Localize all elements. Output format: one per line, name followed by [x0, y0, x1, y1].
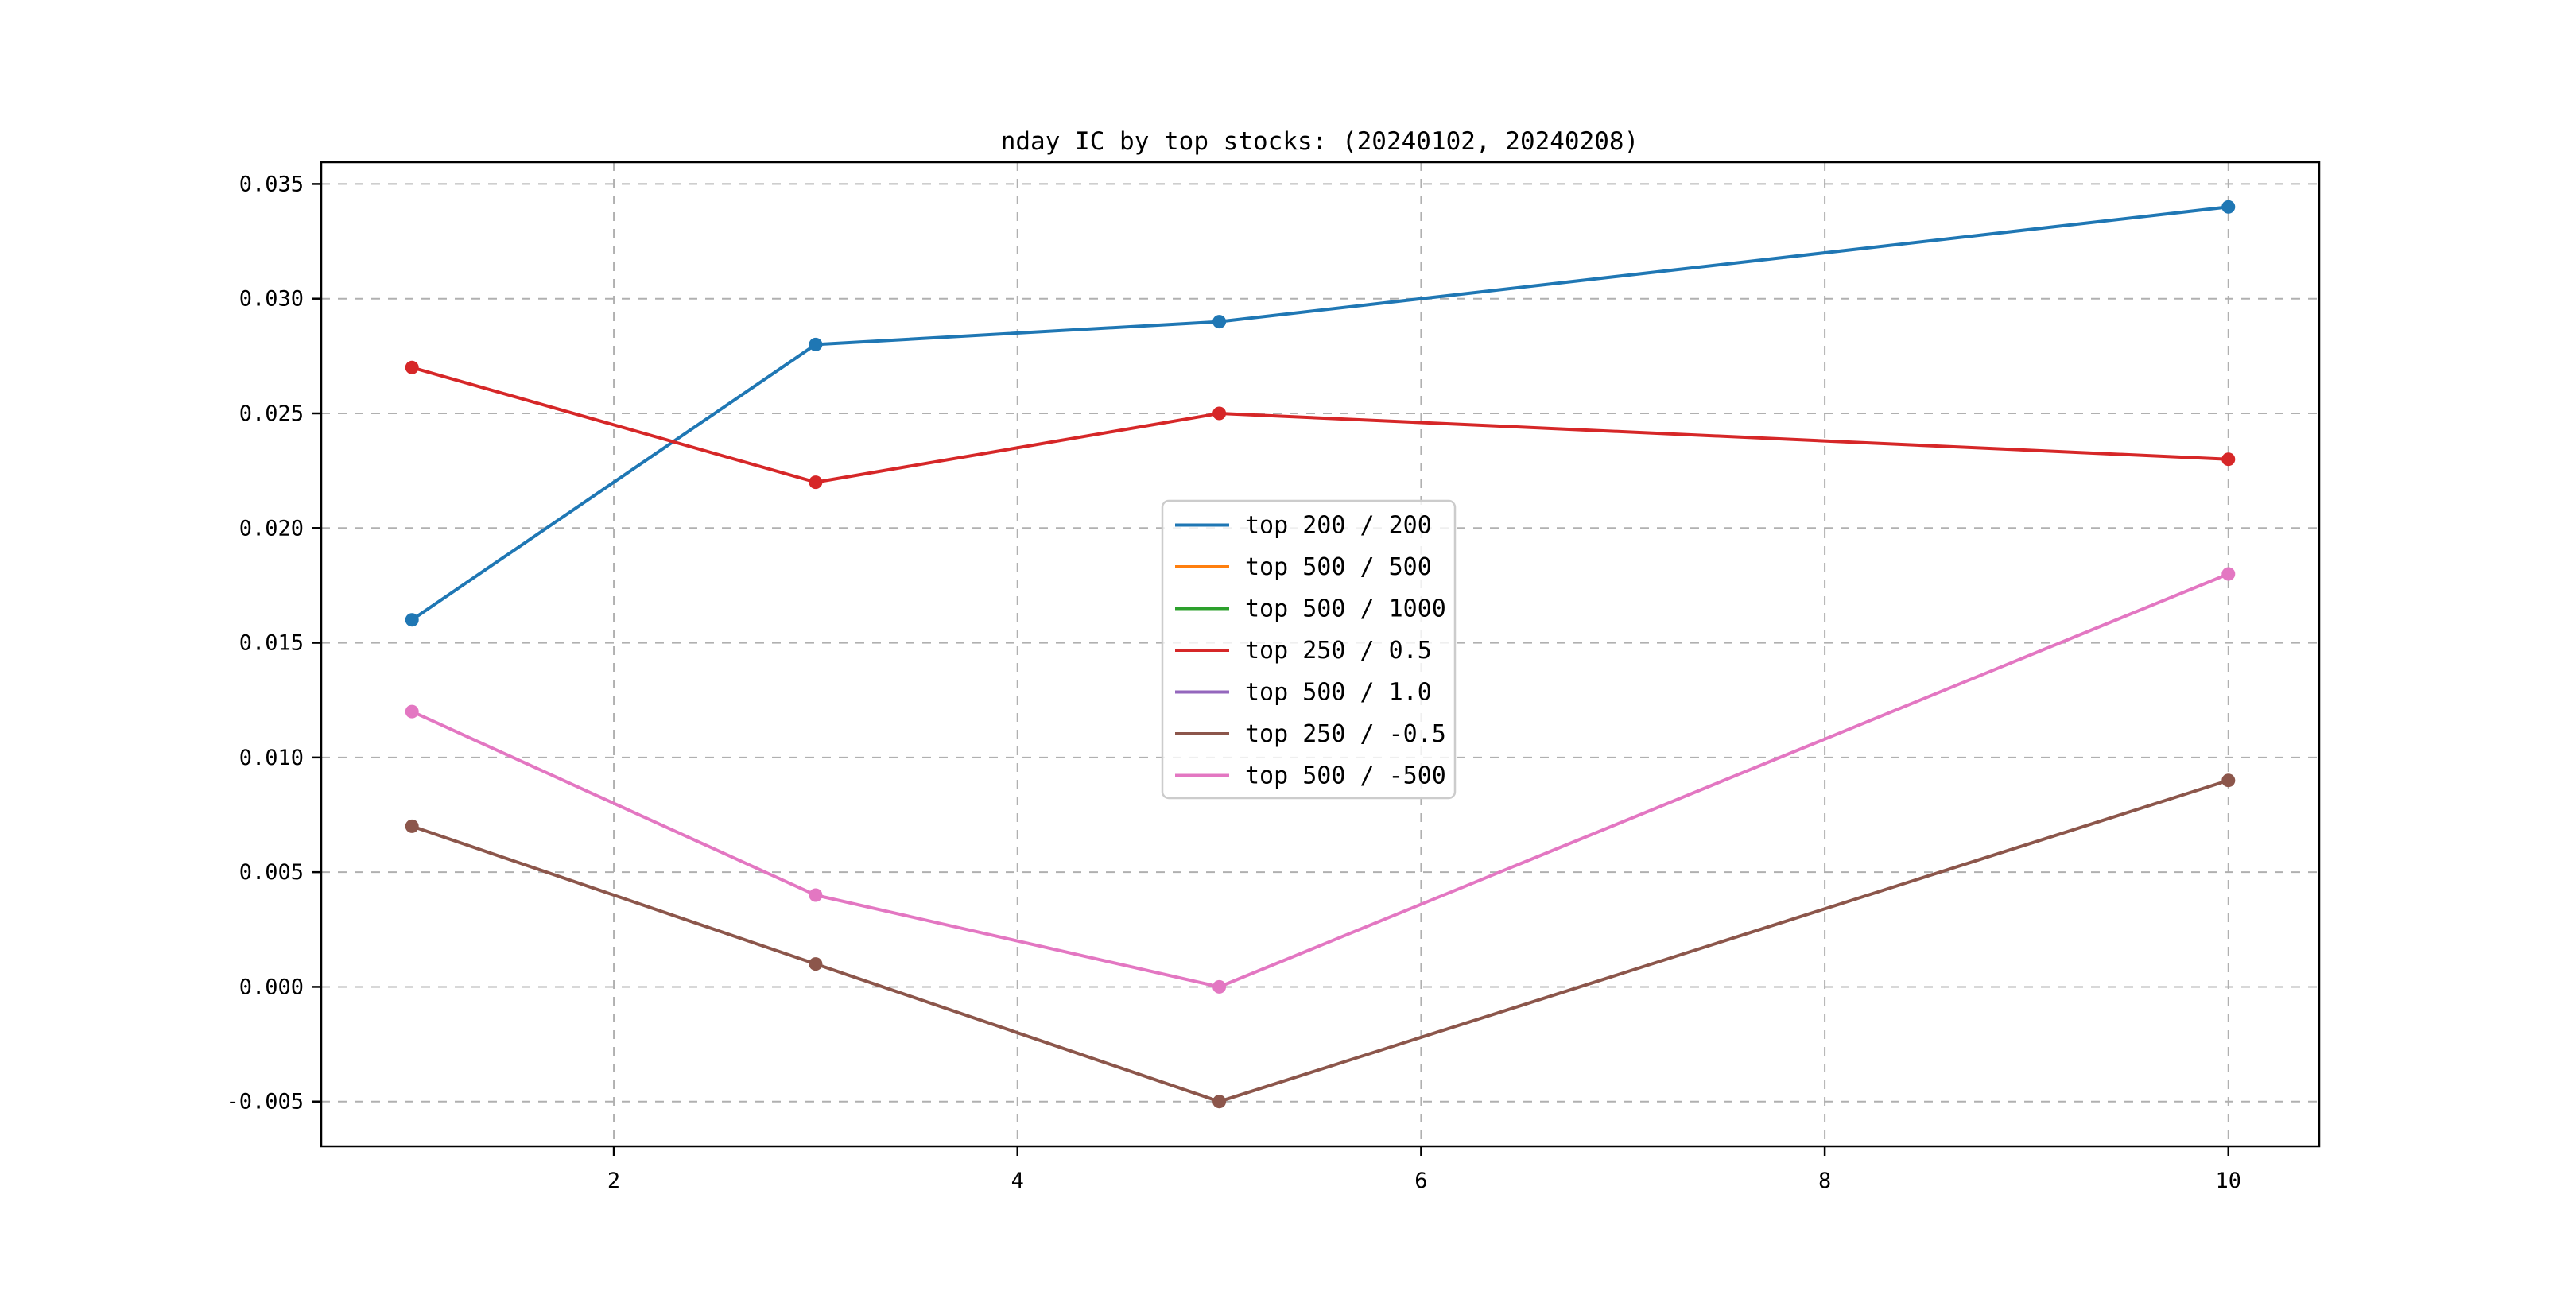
- data-point-marker: [2221, 567, 2236, 581]
- series-line: [410, 572, 2230, 989]
- axis-tick-labels: 2 4 6 8 10 0.035 0.030 0.025 0.020 0.015 0.010 0.00…: [226, 172, 2241, 1193]
- data-point-marker: [809, 337, 823, 351]
- legend-label: top 500 / 1.0: [1245, 679, 1432, 707]
- series-line: [410, 205, 2230, 622]
- legend-label: top 250 / -0.5: [1245, 720, 1446, 748]
- y-tick-label: 0.000: [239, 975, 304, 999]
- x-tick-label: 4: [1011, 1169, 1024, 1193]
- series-lines: [405, 200, 2236, 1109]
- data-point-marker: [809, 957, 823, 971]
- legend-label: top 500 / -500: [1245, 762, 1446, 790]
- legend-label: top 500 / 1000: [1245, 595, 1446, 623]
- y-tick-label: 0.035: [239, 172, 304, 196]
- data-point-marker: [405, 704, 419, 719]
- y-tick-label: 0.025: [239, 401, 304, 426]
- legend-label: top 250 / 0.5: [1245, 637, 1432, 665]
- legend: top 200 / 200 top 500 / 500 top 500 / 1000…: [1161, 499, 1457, 800]
- y-tick-label: 0.030: [239, 287, 304, 312]
- y-tick-label: -0.005: [226, 1090, 304, 1115]
- data-point-marker: [2221, 452, 2236, 467]
- data-point-marker: [2221, 200, 2236, 214]
- legend-box: [1161, 499, 1457, 800]
- data-point-marker: [1212, 979, 1227, 994]
- axis-ticks: [312, 183, 2230, 1156]
- x-tick-label: 6: [1414, 1169, 1427, 1193]
- data-point-marker: [2221, 773, 2236, 788]
- data-point-marker: [1212, 406, 1227, 421]
- x-tick-label: 2: [607, 1169, 620, 1193]
- legend-label: top 200 / 200: [1245, 512, 1432, 540]
- y-tick-label: 0.005: [239, 860, 304, 885]
- data-point-marker: [405, 819, 419, 833]
- y-tick-label: 0.020: [239, 516, 304, 541]
- y-tick-label: 0.010: [239, 746, 304, 770]
- legend-label: top 500 / 500: [1245, 553, 1432, 581]
- series-line: [410, 366, 2230, 484]
- series-line: [410, 778, 2230, 1103]
- data-point-marker: [405, 360, 419, 374]
- data-point-marker: [1212, 1095, 1227, 1109]
- data-point-marker: [405, 613, 419, 627]
- data-point-marker: [809, 888, 823, 902]
- chart-title: nday IC by top stocks: (20240102, 202402…: [1001, 127, 1639, 156]
- x-tick-label: 8: [1818, 1169, 1831, 1193]
- x-tick-label: 10: [2216, 1169, 2242, 1193]
- y-tick-label: 0.015: [239, 631, 304, 656]
- data-point-marker: [1212, 315, 1227, 329]
- data-point-marker: [809, 475, 823, 490]
- plot-border: [320, 161, 2321, 1148]
